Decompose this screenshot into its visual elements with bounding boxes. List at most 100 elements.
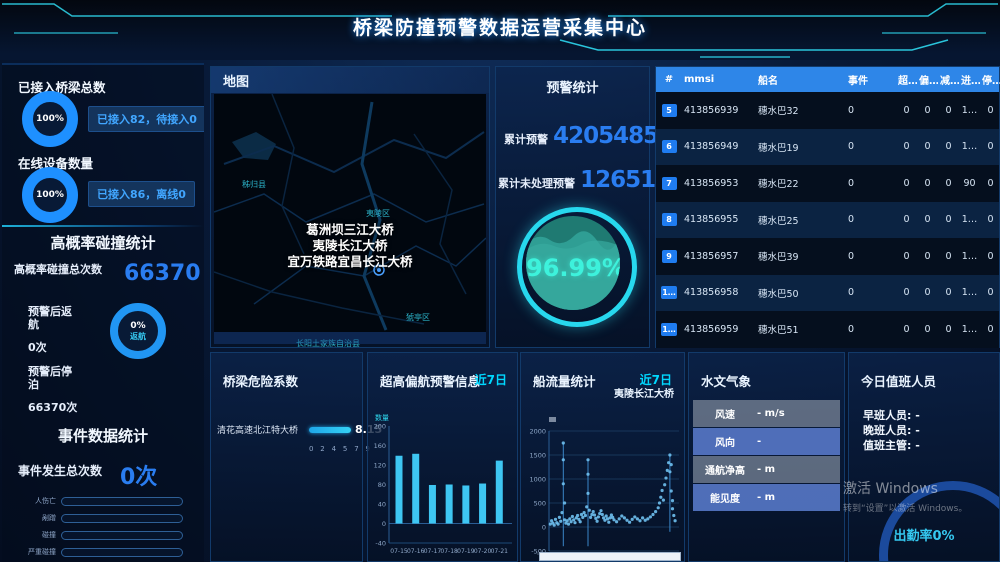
svg-text:-500: -500 <box>531 548 546 555</box>
table-cell: 1… <box>961 287 978 299</box>
duty-list: 早班人员: - 晚班人员: - 值班主管: - <box>863 408 920 453</box>
svg-text:1500: 1500 <box>529 452 546 460</box>
ship-flow-title: 船流量统计 <box>533 374 596 389</box>
yaw-period-tag[interactable]: 近7日 <box>474 373 507 387</box>
event-type-row: 剐蹭 <box>4 510 183 526</box>
flow-legend-marker <box>549 417 556 422</box>
event-type-bar <box>61 496 183 506</box>
table-row[interactable]: 8 413856955 穗水巴25 0 0 0 0 1… 0 <box>656 201 999 238</box>
table-row[interactable]: 7 413856953 穗水巴22 0 0 0 0 90 0 <box>656 165 999 202</box>
gauge-value: 96.99% <box>526 254 620 282</box>
row-index-badge: 1… <box>661 286 677 300</box>
table-cell: 413856957 <box>684 250 739 262</box>
table-row[interactable]: 1… 413856958 穗水巴50 0 0 0 0 1… 0 <box>656 274 999 311</box>
table-cell: 穗水巴39 <box>758 252 799 264</box>
table-header-cell[interactable]: # <box>664 74 674 85</box>
table-cell: 0 <box>945 250 952 262</box>
table-cell: 0 <box>924 287 931 299</box>
hydro-weather-panel: 水文气象 风速 - m/s 风向 - 通航净高 - m 能见度 - m <box>688 352 845 562</box>
warning-total-row: 累计预警 4205485 次 <box>504 123 673 149</box>
section-divider <box>2 225 204 227</box>
hydro-label: 通航净高 <box>705 466 745 477</box>
event-type-row: 碰撞 <box>4 527 183 543</box>
map-panel-header: 地图 <box>211 67 489 93</box>
svg-text:80: 80 <box>378 481 386 489</box>
svg-text:07-18: 07-18 <box>440 548 458 555</box>
table-cell: 0 <box>945 323 952 335</box>
yaw-warning-panel: 超高偏航预警信息 近7日 数量 200 160 120 80 40 0 -40 07-15 07-… <box>367 352 518 562</box>
ship-table-panel: # mmsi 船名 事件 超… 偏… 减… 进… 停… 5 413856939 穗水巴32 0 0 0 0 1… <box>655 66 1000 348</box>
hydro-row: 风速 - m/s <box>693 400 840 427</box>
table-row[interactable]: 1… 413856959 穗水巴51 0 0 0 0 1… 0 <box>656 311 999 348</box>
row-index-badge: 1… <box>661 322 677 336</box>
hydro-value: - m <box>757 492 776 503</box>
table-cell: 0 <box>903 323 910 335</box>
bridges-donut: 100% <box>22 91 78 147</box>
table-cell: 穗水巴50 <box>758 288 799 300</box>
collision-stats-title: 高概率碰撞统计 <box>50 234 156 252</box>
svg-text:2000: 2000 <box>529 428 546 436</box>
table-header-cell[interactable]: 减… <box>940 76 959 87</box>
table-cell: 0 <box>924 177 931 189</box>
return-donut-caption: 返航 <box>130 331 146 341</box>
svg-text:07-20: 07-20 <box>474 548 492 555</box>
table-cell: 1… <box>961 214 978 226</box>
return-donut: 0% 返航 <box>110 303 166 359</box>
hydro-rows: 风速 - m/s 风向 - 通航净高 - m 能见度 - m <box>693 400 840 512</box>
table-row[interactable]: 5 413856939 穗水巴32 0 0 0 0 1… 0 <box>656 92 999 129</box>
row-index-badge: 7 <box>661 176 677 190</box>
warning-unhandled-label: 累计未处理预警 <box>498 177 575 190</box>
svg-text:0: 0 <box>382 520 386 528</box>
table-header-cell[interactable]: 超… <box>898 76 917 87</box>
flow-bridge-subtitle: 夷陵长江大桥 <box>614 389 674 400</box>
yaw-warning-title: 超高偏航预警信息 <box>380 374 481 389</box>
table-cell: 0 <box>945 214 952 226</box>
table-cell: 0 <box>987 287 994 299</box>
row-index-badge: 6 <box>661 140 677 154</box>
collision-total-value: 66370 <box>124 261 201 286</box>
table-cell: 0 <box>848 323 855 335</box>
flow-datazoom-slider[interactable] <box>539 552 681 561</box>
table-header-cell[interactable]: 船名 <box>758 76 778 87</box>
bridge-danger-title: 桥梁危险系数 <box>223 374 299 389</box>
map-roads <box>213 93 487 331</box>
duty-row: 早班人员: - <box>863 409 920 422</box>
table-cell: 0 <box>848 250 855 262</box>
table-row[interactable]: 9 413856957 穗水巴39 0 0 0 0 1… 0 <box>656 238 999 275</box>
table-cell: 穗水巴32 <box>758 106 799 118</box>
map-panel: 地图 秭归县 夷陵区 猇亭区 长阳土家族自治县 葛洲坝三江大桥 夷陵长江大桥 宜… <box>210 66 490 348</box>
table-cell: 0 <box>903 141 910 153</box>
devices-donut-percent: 100% <box>36 190 64 200</box>
map-region-label: 猇亭区 <box>406 313 430 322</box>
table-header-cell[interactable]: 偏… <box>919 76 938 87</box>
event-bar-list: 人伤亡剐蹭碰撞严重碰撞重大事故 <box>4 493 183 562</box>
return-donut-percent: 0% <box>130 320 146 331</box>
row-index-cell: 5 <box>656 103 682 117</box>
table-cell: 1… <box>961 141 978 153</box>
table-header-cell[interactable]: 事件 <box>848 76 868 87</box>
left-sidebar: 已接入桥梁总数 100% 已接入82，待接入0 在线设备数量 100% 已接入8… <box>2 63 204 562</box>
table-cell: 穗水巴22 <box>758 179 799 191</box>
hydro-value: - m <box>757 464 776 475</box>
table-header-cell[interactable]: 停… <box>982 76 1000 87</box>
collision-total-label: 高概率碰撞总次数 <box>14 263 102 276</box>
flow-period-tag[interactable]: 近7日 <box>639 373 672 387</box>
attendance-ring <box>879 481 999 561</box>
table-header-cell[interactable]: 进… <box>961 76 980 87</box>
table-cell: 0 <box>945 287 952 299</box>
event-type-bar <box>61 513 183 523</box>
hydro-value: - <box>757 436 762 447</box>
header-decoration <box>2 3 998 58</box>
map-region-label: 夷陵区 <box>366 209 390 218</box>
svg-text:07-21: 07-21 <box>491 548 509 555</box>
table-cell: 0 <box>924 141 931 153</box>
table-header-cell[interactable]: mmsi <box>684 74 715 85</box>
row-index-cell: 6 <box>656 140 682 154</box>
map-canvas[interactable]: 秭归县 夷陵区 猇亭区 长阳土家族自治县 葛洲坝三江大桥 夷陵长江大桥 宜万铁路… <box>213 93 487 348</box>
table-cell: 413856953 <box>684 177 739 189</box>
table-row[interactable]: 6 413856949 穗水巴19 0 0 0 0 1… 0 <box>656 128 999 165</box>
page-header: 桥梁防撞预警数据运营采集中心 <box>0 0 1000 60</box>
devices-donut: 100% <box>22 167 78 223</box>
table-cell: 0 <box>848 104 855 116</box>
svg-text:200: 200 <box>374 423 386 431</box>
